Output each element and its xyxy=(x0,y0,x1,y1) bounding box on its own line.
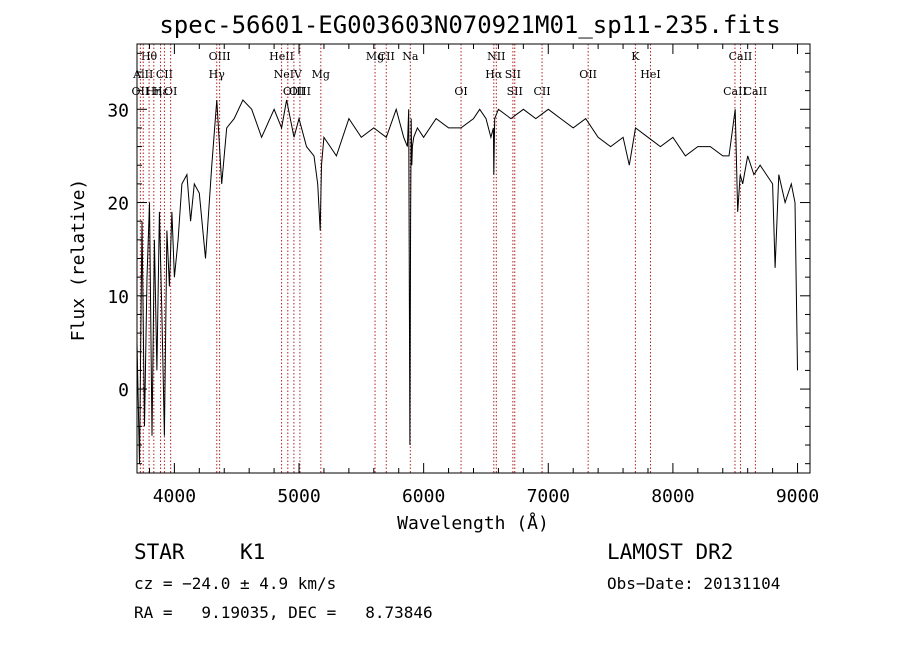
marker-label: Hθ xyxy=(141,50,158,63)
marker-label: CaII xyxy=(729,50,753,63)
marker-label: OIII xyxy=(209,50,231,63)
x-tick-label: 5000 xyxy=(277,486,320,507)
marker-label: CaII xyxy=(744,85,768,98)
observation-date: Obs−Date: 20131104 xyxy=(607,574,781,593)
y-tick-label: 10 xyxy=(107,287,129,308)
marker-label: CaII xyxy=(723,85,747,98)
marker-label: OI xyxy=(454,85,467,98)
x-tick-label: 7000 xyxy=(527,486,570,507)
axes: 4000 5000 6000 7000 8000 9000 0 10 20 30 xyxy=(107,44,819,507)
marker-label: Hη xyxy=(146,85,162,98)
survey-name: LAMOST DR2 xyxy=(607,540,734,564)
coordinates: RA = 9.19035, DEC = 8.73846 xyxy=(134,603,433,622)
marker-label: Mg xyxy=(366,50,384,63)
spectrum-series xyxy=(136,99,798,464)
marker-label: Na xyxy=(402,50,419,63)
plot-frame xyxy=(136,43,811,474)
x-tick-label: 9000 xyxy=(776,486,819,507)
marker-label: OIII xyxy=(289,85,311,98)
marker-label: Hγ xyxy=(209,68,226,81)
marker-label: OII xyxy=(132,85,150,98)
marker-label: CII xyxy=(378,50,395,63)
marker-label: AlII xyxy=(132,68,153,81)
marker-label: SII xyxy=(507,85,523,98)
marker-label: Hε xyxy=(153,85,169,98)
y-tick-label: 0 xyxy=(118,380,129,401)
marker-label: OI xyxy=(164,85,177,98)
y-tick-label: 30 xyxy=(107,100,129,121)
marker-label: K xyxy=(631,50,640,63)
marker-label: HeII xyxy=(269,50,294,63)
marker-label: CII xyxy=(533,85,550,98)
object-class: STAR xyxy=(134,540,185,564)
y-axis-label: Flux (relative) xyxy=(68,179,89,342)
marker-label: OII xyxy=(579,68,597,81)
chart-title: spec-56601-EG003603N070921M01_sp11-235.f… xyxy=(159,11,780,39)
spectrum-line xyxy=(136,99,798,464)
marker-label: NeIV xyxy=(274,68,303,81)
x-tick-label: 4000 xyxy=(153,486,196,507)
marker-label: OIII xyxy=(283,85,305,98)
object-subclass: K1 xyxy=(240,540,266,564)
marker-label: CII xyxy=(156,68,173,81)
y-tick-label: 20 xyxy=(107,194,129,215)
redshift-cz: cz = −24.0 ± 4.9 km/s xyxy=(134,574,337,593)
x-tick-label: 6000 xyxy=(402,486,445,507)
marker-label: Mg xyxy=(312,68,330,81)
marker-label: Hα xyxy=(485,68,503,81)
marker-label: NII xyxy=(487,50,505,63)
x-axis-label: Wavelength (Å) xyxy=(397,512,549,534)
marker-label: SII xyxy=(505,68,521,81)
spectral-line-markers: HθAlIIOIIHηHεCIIOIOIIIHγHeIINeIVOIIIOIII… xyxy=(132,44,768,473)
marker-label: HeI xyxy=(640,68,660,81)
x-tick-label: 8000 xyxy=(651,486,694,507)
